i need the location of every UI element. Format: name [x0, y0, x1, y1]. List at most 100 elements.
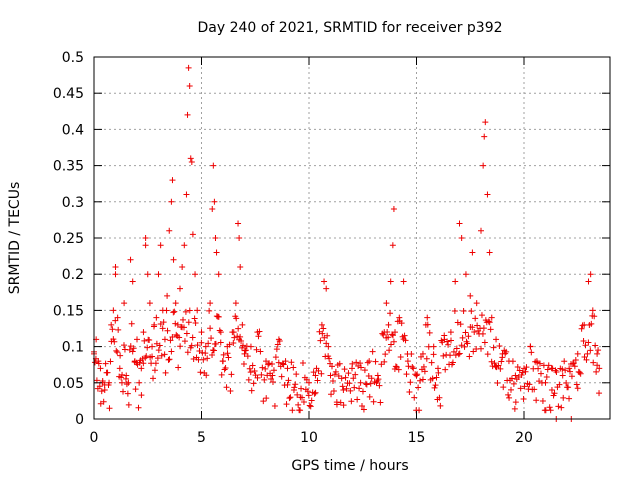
data-point [481, 133, 488, 140]
data-point [106, 405, 113, 412]
data-point [97, 365, 104, 372]
data-point [222, 364, 229, 371]
data-point [352, 371, 359, 378]
data-point [587, 271, 594, 278]
data-point [544, 366, 551, 373]
data-point [102, 360, 109, 367]
data-point [389, 242, 396, 249]
data-point [144, 271, 151, 278]
data-point [405, 363, 412, 370]
x-tick-label: 15 [408, 430, 426, 446]
data-point [509, 358, 516, 365]
data-point [259, 364, 266, 371]
data-point [464, 340, 471, 347]
data-point [330, 387, 337, 394]
data-point [455, 351, 462, 358]
data-point [468, 308, 475, 315]
data-point [95, 360, 102, 367]
data-point [112, 263, 119, 270]
data-point [129, 348, 136, 355]
data-point [493, 336, 500, 343]
y-tick-label: 0.5 [62, 50, 84, 66]
data-point [395, 366, 402, 373]
data-point [207, 325, 214, 332]
data-point [452, 352, 459, 359]
data-point [453, 345, 460, 352]
data-point [447, 329, 454, 336]
y-tick-label: 0.2 [62, 267, 84, 283]
data-point [202, 350, 209, 357]
data-point [239, 342, 246, 349]
data-point [558, 404, 565, 411]
data-point [278, 373, 285, 380]
data-point [306, 402, 313, 409]
data-point [388, 341, 395, 348]
data-point [519, 369, 526, 376]
data-point [182, 308, 189, 315]
data-point [212, 235, 219, 241]
data-point [590, 359, 597, 366]
data-point [388, 331, 395, 338]
data-point [479, 330, 486, 337]
data-point [403, 371, 410, 378]
data-point [237, 263, 244, 270]
data-point [186, 82, 193, 89]
data-point [159, 325, 166, 332]
data-point [472, 315, 479, 322]
data-point [275, 359, 282, 366]
data-point [318, 321, 325, 328]
chart-title: Day 240 of 2021, SRMTID for receiver p39… [197, 20, 502, 36]
data-point [220, 351, 227, 358]
data-point [318, 370, 325, 377]
data-point [451, 308, 458, 315]
data-point [261, 376, 268, 383]
data-point [595, 347, 602, 354]
data-point [411, 394, 418, 401]
data-point [545, 362, 552, 369]
data-point [471, 329, 478, 336]
data-point [118, 379, 125, 386]
data-point [429, 375, 436, 382]
data-point [200, 356, 207, 363]
data-point [374, 372, 381, 379]
data-point [358, 364, 365, 371]
data-point [142, 235, 149, 241]
data-point [428, 359, 435, 366]
data-point [140, 360, 147, 367]
data-point [484, 351, 491, 358]
data-point [465, 333, 472, 340]
data-point [150, 375, 157, 382]
data-point [149, 343, 156, 350]
data-point [177, 285, 183, 292]
data-point [432, 382, 439, 389]
y-tick-label: 0.45 [53, 86, 84, 102]
data-point [211, 198, 218, 205]
data-point [156, 342, 163, 349]
data-point [340, 387, 347, 394]
data-point [387, 310, 394, 317]
data-point [158, 352, 165, 359]
data-point [358, 403, 365, 410]
data-point [297, 407, 304, 414]
data-point [154, 355, 161, 362]
data-point [310, 369, 317, 376]
data-point [478, 345, 484, 352]
data-point [385, 334, 392, 341]
data-point [507, 386, 514, 393]
data-point [291, 384, 298, 391]
data-point [431, 384, 438, 391]
data-point [116, 365, 123, 372]
data-point [152, 360, 159, 367]
data-point [467, 292, 474, 299]
data-point [481, 339, 488, 346]
data-point [149, 353, 156, 360]
data-point [413, 372, 420, 379]
data-point [583, 356, 590, 363]
data-point [404, 358, 411, 365]
data-point [224, 350, 231, 357]
data-point [164, 327, 171, 334]
data-point [289, 407, 296, 414]
data-point [566, 365, 573, 372]
data-point [487, 326, 494, 333]
data-point [185, 319, 192, 326]
